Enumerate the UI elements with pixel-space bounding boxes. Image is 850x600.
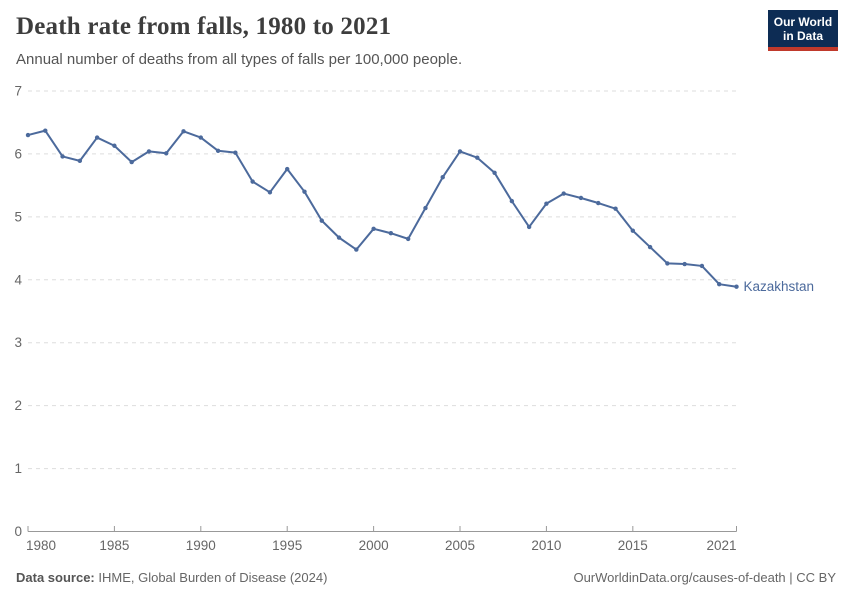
x-tick-label: 2005 (445, 538, 475, 553)
x-tick-label: 2021 (706, 538, 736, 553)
data-point[interactable] (388, 231, 394, 236)
x-tick-label: 1980 (26, 538, 56, 553)
data-point[interactable] (112, 143, 117, 148)
data-point[interactable] (198, 135, 204, 140)
data-point[interactable] (561, 191, 566, 196)
data-point[interactable] (509, 198, 515, 204)
y-tick-label: 5 (14, 209, 22, 224)
credit-link[interactable]: OurWorldinData.org/causes-of-death | CC … (573, 570, 836, 585)
data-point[interactable] (94, 135, 100, 140)
y-tick-label: 0 (14, 524, 22, 539)
y-tick-label: 7 (14, 84, 22, 99)
x-tick-label: 1985 (99, 538, 129, 553)
y-tick-label: 2 (14, 398, 22, 413)
data-point[interactable] (43, 128, 48, 133)
data-point[interactable] (647, 244, 653, 250)
data-point[interactable] (233, 150, 238, 155)
series-line[interactable] (27, 129, 738, 288)
data-point[interactable] (717, 281, 722, 287)
data-point[interactable] (164, 151, 169, 156)
data-point[interactable] (596, 200, 601, 206)
data-point[interactable] (319, 218, 324, 223)
data-point[interactable] (578, 195, 584, 201)
data-point[interactable] (371, 226, 376, 232)
data-point[interactable] (613, 206, 618, 211)
x-tick-label: 2000 (359, 538, 389, 553)
data-point[interactable] (526, 224, 532, 230)
x-tick-label: 2015 (618, 538, 648, 553)
data-point[interactable] (682, 261, 687, 267)
data-point[interactable] (405, 236, 411, 242)
data-point[interactable] (302, 189, 307, 194)
data-point[interactable] (699, 263, 705, 269)
x-tick-label: 2010 (531, 538, 561, 553)
x-tick-label: 1990 (186, 538, 216, 553)
data-point[interactable] (423, 205, 428, 211)
data-point[interactable] (77, 158, 83, 164)
data-source-label: Data source: (16, 570, 95, 585)
owid-logo-line2: in Data (782, 29, 823, 43)
data-point[interactable] (475, 155, 480, 160)
data-point[interactable] (665, 261, 670, 266)
data-point[interactable] (146, 149, 152, 154)
data-point[interactable] (60, 154, 65, 159)
data-point[interactable] (457, 149, 463, 154)
y-tick-label: 6 (14, 146, 22, 161)
data-point[interactable] (215, 148, 221, 153)
owid-logo[interactable]: Our World in Data (768, 10, 838, 51)
y-tick-label: 4 (14, 272, 22, 287)
data-point[interactable] (492, 170, 497, 176)
data-point[interactable] (354, 247, 359, 252)
chart-footer: Data source: IHME, Global Burden of Dise… (16, 570, 836, 585)
data-point[interactable] (250, 179, 255, 184)
data-source-note: Data source: IHME, Global Burden of Dise… (16, 570, 327, 585)
data-point[interactable] (630, 228, 636, 233)
data-point[interactable] (544, 201, 549, 206)
x-tick-label: 1995 (272, 538, 302, 553)
data-point[interactable] (734, 284, 739, 289)
data-source-text: IHME, Global Burden of Disease (2024) (94, 570, 328, 585)
data-point[interactable] (129, 159, 134, 165)
chart-subtitle: Annual number of deaths from all types o… (16, 51, 463, 68)
y-tick-label: 3 (14, 335, 22, 350)
data-point[interactable] (267, 190, 273, 195)
data-point[interactable] (336, 235, 342, 240)
data-point[interactable] (25, 132, 31, 138)
data-point[interactable] (440, 175, 445, 180)
y-tick-label: 1 (14, 461, 22, 476)
data-point[interactable] (285, 166, 290, 172)
owid-logo-line1: Our World (773, 15, 833, 29)
page-title: Death rate from falls, 1980 to 2021 (16, 13, 392, 40)
series-entity-label[interactable]: Kazakhstan (744, 279, 815, 294)
data-point[interactable] (181, 129, 186, 134)
